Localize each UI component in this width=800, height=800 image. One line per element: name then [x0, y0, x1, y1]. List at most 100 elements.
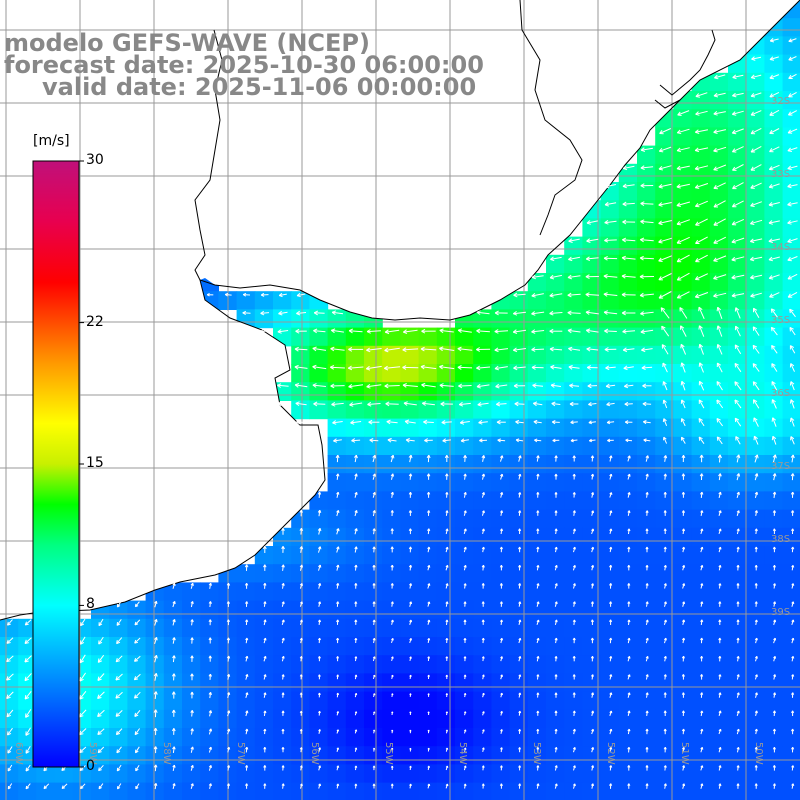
field-cell [473, 655, 492, 674]
wind-arrow [208, 655, 212, 662]
wind-arrow [390, 765, 394, 770]
field-cell [72, 782, 92, 800]
wind-arrow [640, 183, 654, 189]
wind-arrow [718, 601, 722, 607]
wind-arrow [713, 218, 726, 226]
field-cell [728, 782, 747, 800]
wind-arrow [554, 710, 558, 716]
field-cell [491, 509, 511, 529]
wind-arrow [698, 380, 705, 391]
wind-arrow [663, 510, 667, 516]
wind-arrow [294, 383, 308, 388]
field-cell [673, 327, 693, 347]
field-cell [600, 291, 620, 310]
field-cell [655, 345, 674, 365]
wind-arrow [427, 674, 430, 680]
wind-arrow [736, 546, 740, 553]
wind-arrow [365, 365, 382, 371]
field-cell [345, 691, 365, 711]
wind-arrow [536, 546, 540, 553]
wind-arrow [753, 435, 759, 445]
field-cell [36, 764, 56, 784]
field-cell [782, 182, 800, 201]
field-cell [182, 637, 201, 656]
wind-arrow [116, 601, 122, 608]
wind-arrow [25, 727, 31, 736]
wind-arrow [532, 383, 544, 388]
field-cell [291, 600, 310, 620]
field-cell [163, 691, 183, 711]
wind-arrow [752, 326, 760, 336]
field-cell [564, 546, 583, 565]
field-cell [145, 691, 165, 711]
wind-arrow [459, 420, 470, 425]
colorbar-tick-label: 22 [86, 313, 104, 330]
wind-arrow [536, 747, 540, 753]
field-cell [345, 600, 365, 620]
field-cell [291, 764, 310, 784]
wind-arrow [663, 765, 667, 771]
wind-arrow [409, 674, 412, 679]
wind-arrow [609, 492, 613, 498]
wind-arrow [277, 329, 289, 334]
field-cell [291, 691, 310, 711]
field-cell [200, 637, 219, 656]
wind-arrow [663, 783, 667, 789]
field-cell [764, 436, 784, 456]
wind-arrow [318, 765, 321, 771]
field-cell [436, 582, 456, 602]
field-cell [327, 509, 347, 529]
wind-arrow [554, 492, 558, 498]
field-cell [564, 728, 583, 747]
field-cell [564, 782, 583, 800]
field-cell [145, 637, 165, 656]
field-cell [600, 546, 620, 565]
wind-arrow [499, 528, 504, 535]
coastline-rio-de-la-plata-south [0, 279, 326, 621]
field-cell [291, 327, 310, 347]
field-cell [455, 455, 474, 474]
wind-arrow [640, 311, 654, 316]
wind-arrow [645, 783, 649, 789]
wind-arrow [463, 583, 467, 589]
field-cell [436, 473, 456, 492]
wind-arrow [458, 401, 471, 407]
field-cell [600, 345, 620, 365]
wind-arrow [750, 145, 762, 153]
wind-arrow [135, 764, 140, 772]
field-cell [127, 709, 147, 729]
field-cell [546, 728, 565, 747]
field-cell [327, 436, 347, 456]
field-cell [782, 509, 800, 529]
wind-arrow [550, 383, 561, 388]
field-cell [236, 728, 256, 747]
field-cell [655, 564, 674, 583]
field-cell [163, 782, 183, 800]
field-cell [327, 691, 347, 711]
wind-arrow [463, 656, 467, 662]
wind-arrow [336, 765, 340, 771]
wind-arrow [402, 347, 419, 353]
field-cell [509, 436, 529, 456]
wind-arrow [551, 401, 561, 407]
field-cell [673, 145, 693, 165]
field-cell [764, 546, 784, 565]
field-cell [764, 728, 784, 747]
latitude-label: 38S [771, 534, 790, 545]
field-cell [637, 691, 656, 711]
wind-arrow [373, 711, 376, 716]
wind-arrow [172, 746, 176, 753]
wind-arrow [787, 147, 798, 152]
field-cell [618, 527, 638, 547]
wind-arrow [663, 436, 668, 444]
wind-arrow [699, 491, 704, 498]
wind-arrow [590, 619, 594, 625]
field-cell [382, 600, 401, 620]
wind-arrow [518, 601, 522, 607]
wind-arrow [281, 765, 285, 771]
wind-arrow [207, 256, 213, 261]
wind-arrow [714, 74, 726, 80]
field-cell [364, 473, 383, 492]
field-cell [291, 309, 310, 329]
field-cell [327, 618, 347, 638]
